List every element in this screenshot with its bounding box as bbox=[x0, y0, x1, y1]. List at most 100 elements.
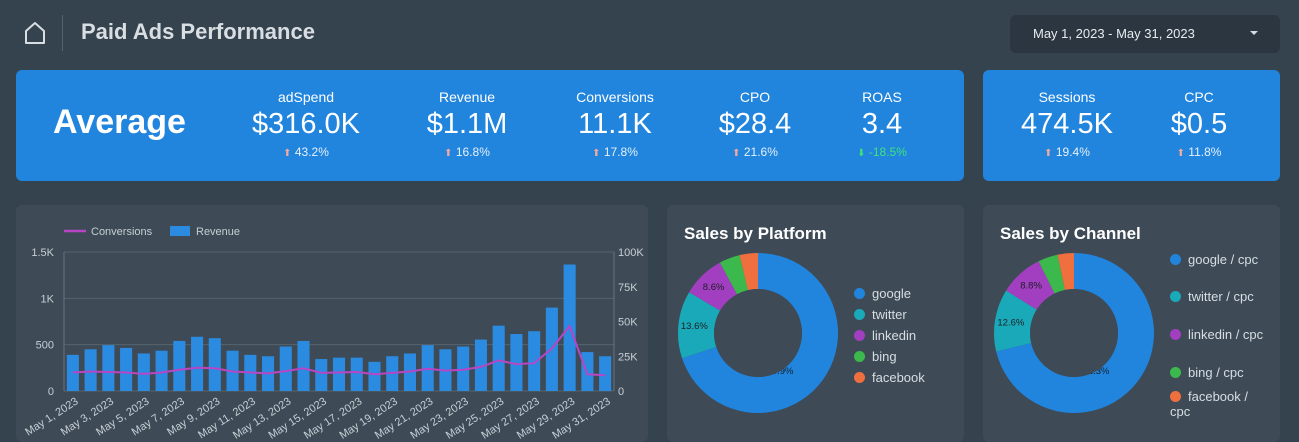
legend-item-facebook[interactable]: facebook bbox=[854, 370, 925, 385]
revenue-bar[interactable] bbox=[120, 347, 133, 391]
donut-slice-linkedin[interactable] bbox=[1006, 261, 1055, 310]
donut-hole bbox=[714, 289, 802, 377]
donut-slice-twitter[interactable] bbox=[994, 290, 1037, 352]
conversions-line[interactable] bbox=[72, 324, 606, 377]
arrow-up-icon: ⬆ bbox=[592, 148, 601, 159]
right-axis-tick: 50K bbox=[618, 317, 638, 329]
sales-by-platform-donut: 69.9% 13.6% 8.6% bbox=[678, 253, 838, 413]
kpi-delta: ⬆ 17.8% bbox=[540, 145, 690, 159]
donut-slice-linkedin[interactable] bbox=[689, 262, 738, 311]
revenue-bar[interactable] bbox=[599, 356, 612, 391]
kpi-name: Revenue bbox=[438, 89, 496, 105]
revenue-bar[interactable] bbox=[510, 334, 523, 391]
legend-item-twitter[interactable]: twitter bbox=[854, 307, 907, 322]
kpi-delta-value: 21.6% bbox=[743, 145, 778, 159]
legend-label: linkedin / cpc bbox=[1188, 327, 1264, 342]
revenue-conversions-chart: Conversions Revenue 0 500 1K 1.5K 0 25K 50K 75K 10… bbox=[23, 226, 644, 442]
top-bar: Paid Ads Performance May 1, 2023 - May 3… bbox=[0, 0, 1299, 64]
legend-item-linkedin[interactable]: linkedin / cpc bbox=[1170, 327, 1270, 342]
home-icon[interactable] bbox=[22, 20, 48, 46]
donut-slice-bing[interactable] bbox=[719, 255, 748, 295]
legend-item-linkedin[interactable]: linkedin bbox=[854, 328, 916, 343]
left-axis-tick: 1K bbox=[41, 293, 55, 305]
legend-item-bing[interactable]: bing bbox=[854, 349, 897, 364]
right-axis-tick: 0 bbox=[618, 386, 624, 398]
donut-slice-twitter[interactable] bbox=[678, 292, 721, 359]
kpi-delta-value: 43.2% bbox=[294, 145, 329, 159]
arrow-up-icon: ⬆ bbox=[444, 148, 453, 159]
donut-percent-label: 69.9% bbox=[767, 366, 794, 377]
legend-label: google / cpc bbox=[1188, 252, 1259, 267]
kpi-sessions: Sessions 474.5K ⬆ 19.4% bbox=[992, 89, 1142, 159]
left-axis-tick: 0 bbox=[48, 386, 54, 398]
legend-item-google[interactable]: google / cpc bbox=[1170, 252, 1270, 267]
revenue-bar[interactable] bbox=[66, 354, 79, 391]
revenue-bar[interactable] bbox=[84, 349, 97, 391]
kpi-delta: ⬆ 11.8% bbox=[1124, 145, 1274, 159]
kpi-value: 11.1K bbox=[578, 108, 652, 140]
legend-label: linkedin bbox=[872, 328, 917, 343]
legend-item-twitter[interactable]: twitter / cpc bbox=[1170, 289, 1270, 304]
kpi-name: adSpend bbox=[277, 89, 335, 105]
left-axis-tick: 500 bbox=[36, 340, 54, 352]
legend-dot bbox=[1170, 329, 1181, 340]
donut-percent-label: 71.3% bbox=[1083, 366, 1110, 377]
sales-by-platform-panel: Sales by Platform 69.9% 13.6% 8.6% google t… bbox=[667, 205, 964, 442]
right-axis-tick: 100K bbox=[618, 247, 644, 259]
revenue-bar[interactable] bbox=[297, 340, 310, 391]
left-axis-tick: 1.5K bbox=[31, 247, 54, 259]
kpi-value: 3.4 bbox=[861, 108, 903, 140]
revenue-bar[interactable] bbox=[332, 357, 346, 391]
kpi-delta-value: 17.8% bbox=[603, 145, 638, 159]
revenue-bar[interactable] bbox=[155, 350, 168, 391]
kpi-delta: ⬆ 19.4% bbox=[992, 145, 1142, 159]
legend-label: twitter / cpc bbox=[1188, 289, 1254, 304]
right-axis-tick: 75K bbox=[618, 282, 638, 294]
donut-slice-google[interactable] bbox=[996, 253, 1154, 413]
panel-title: Sales by Platform bbox=[684, 224, 827, 243]
kpi-name: CPC bbox=[1184, 89, 1214, 105]
revenue-bar[interactable] bbox=[474, 339, 487, 391]
kpi-name: Sessions bbox=[1038, 89, 1096, 105]
arrow-up-icon: ⬆ bbox=[1176, 148, 1185, 159]
header-divider bbox=[62, 15, 63, 51]
legend-dot bbox=[854, 330, 865, 341]
chevron-down-icon bbox=[1250, 31, 1258, 35]
revenue-bar[interactable] bbox=[208, 338, 221, 391]
donut-slice-facebook[interactable] bbox=[1057, 253, 1074, 290]
revenue-bar[interactable] bbox=[528, 331, 541, 391]
revenue-bar[interactable] bbox=[173, 340, 186, 391]
donut-hole bbox=[1030, 289, 1118, 377]
legend-item-google[interactable]: google bbox=[854, 286, 911, 301]
kpi-delta-value: -18.5% bbox=[868, 145, 907, 159]
kpi-value: $28.4 bbox=[718, 108, 792, 140]
kpi-adspend: adSpend $316.0K ⬆ 43.2% bbox=[231, 89, 381, 159]
donut-percent-label: 8.6% bbox=[703, 282, 725, 293]
kpi-name: ROAS bbox=[862, 89, 902, 105]
kpi-delta-value: 19.4% bbox=[1055, 145, 1090, 159]
revenue-bar[interactable] bbox=[279, 346, 292, 391]
revenue-bar[interactable] bbox=[368, 361, 381, 391]
revenue-bar[interactable] bbox=[191, 336, 204, 391]
revenue-bar[interactable] bbox=[492, 325, 505, 391]
traffic-kpi-card: Sessions 474.5K ⬆ 19.4% CPC $0.5 ⬆ 11.8% bbox=[983, 70, 1280, 181]
donut-slice-bing[interactable] bbox=[1038, 254, 1065, 294]
revenue-bar[interactable] bbox=[137, 353, 150, 391]
revenue-bar[interactable] bbox=[350, 357, 363, 391]
donut-slice-facebook[interactable] bbox=[739, 253, 758, 291]
kpi-delta: ⬆ 16.8% bbox=[392, 145, 542, 159]
legend-item-facebook[interactable]: facebook / cpc bbox=[1170, 389, 1270, 419]
legend-label: bing bbox=[872, 349, 897, 364]
legend-dot bbox=[854, 309, 865, 320]
legend-label: google bbox=[872, 286, 912, 301]
legend-item-bing[interactable]: bing / cpc bbox=[1170, 365, 1270, 380]
kpi-delta: ⬆ 43.2% bbox=[231, 145, 381, 159]
sales-by-channel-panel: Sales by Channel 71.3% 12.6% 8.8% google /… bbox=[983, 205, 1280, 442]
date-range-picker[interactable]: May 1, 2023 - May 31, 2023 bbox=[1010, 15, 1280, 53]
revenue-bar[interactable] bbox=[102, 345, 115, 391]
kpi-value: $316.0K bbox=[251, 108, 361, 140]
revenue-bar[interactable] bbox=[315, 359, 328, 391]
kpi-conversions: Conversions 11.1K ⬆ 17.8% bbox=[540, 89, 690, 159]
donut-slice-google[interactable] bbox=[682, 253, 838, 413]
legend-dot bbox=[1170, 391, 1181, 402]
